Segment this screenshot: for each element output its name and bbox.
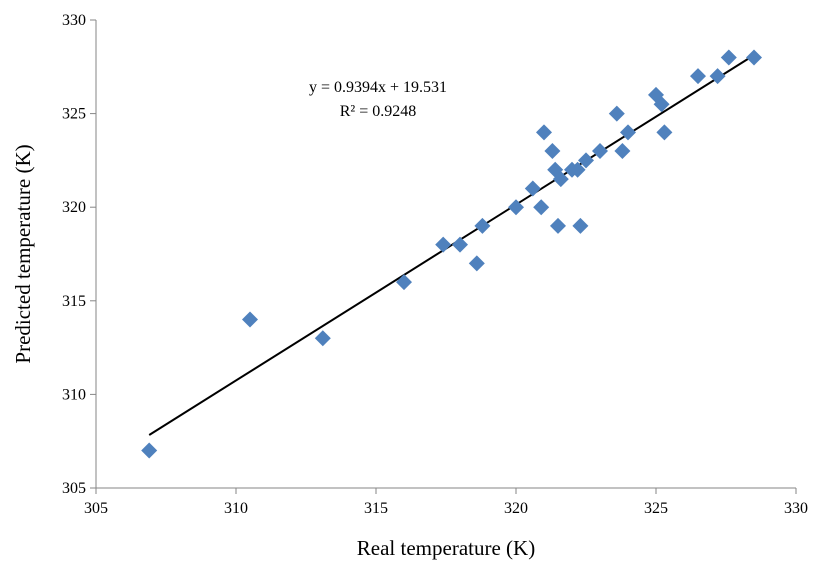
data-point <box>474 217 491 234</box>
y-tick-label: 305 <box>62 480 86 497</box>
data-point <box>435 236 452 253</box>
data-point <box>656 124 673 141</box>
data-point <box>141 442 158 459</box>
x-axis-title: Real temperature (K) <box>357 536 535 560</box>
data-point <box>508 199 524 216</box>
y-tick-label: 315 <box>62 293 86 310</box>
data-point <box>720 49 737 66</box>
trendline-equation: y = 0.9394x + 19.531 <box>309 79 447 96</box>
y-tick-label: 330 <box>62 12 86 29</box>
data-point <box>536 124 552 141</box>
y-tick-label: 310 <box>62 386 86 403</box>
axes <box>95 20 796 489</box>
data-point <box>746 49 762 66</box>
data-point <box>314 330 331 347</box>
x-tick-label: 310 <box>224 500 248 517</box>
data-point <box>550 217 566 234</box>
data-point <box>578 152 594 169</box>
data-point <box>592 143 608 160</box>
data-point <box>242 311 258 328</box>
data-point <box>653 96 670 113</box>
data-point <box>572 217 589 234</box>
x-tick-label: 320 <box>504 500 528 517</box>
data-point <box>468 255 485 272</box>
r-squared-label: R² = 0.9248 <box>340 103 417 120</box>
x-tick-label: 315 <box>364 500 388 517</box>
data-point <box>524 180 541 197</box>
trendline-group <box>148 54 755 436</box>
data-point <box>620 124 636 141</box>
data-point <box>709 68 726 85</box>
data-points <box>141 49 762 459</box>
data-point <box>690 68 706 85</box>
x-tick-label: 325 <box>644 500 668 517</box>
data-point <box>569 161 586 178</box>
data-point <box>614 143 631 160</box>
data-point <box>396 274 412 291</box>
data-point <box>608 105 625 122</box>
x-tick-label: 305 <box>84 500 108 517</box>
y-axis-title: Predicted temperature (K) <box>11 144 35 363</box>
data-point <box>452 236 468 253</box>
data-point <box>552 171 569 188</box>
y-tick-label: 325 <box>62 106 86 123</box>
data-point <box>544 143 561 160</box>
x-tick-label: 330 <box>784 500 808 517</box>
y-tick-label: 320 <box>62 199 86 216</box>
ticks: 305 310 315 320 325 330 305 310 315 320 325 330 <box>62 12 808 517</box>
trendline <box>148 54 755 436</box>
data-point <box>533 199 550 216</box>
